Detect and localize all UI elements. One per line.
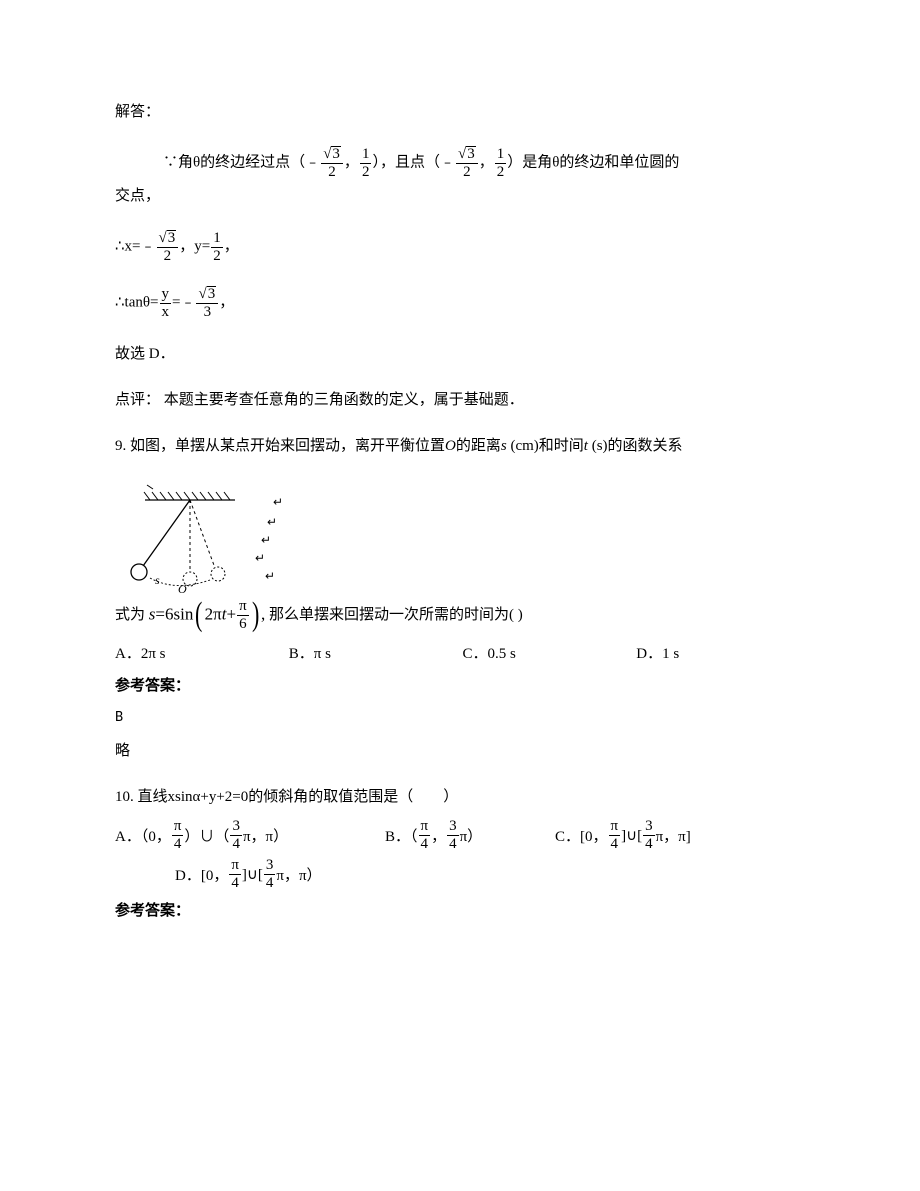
frac-sqrt3-2-a: 32 (321, 146, 343, 180)
solution-line3: ∴tanθ=yx=﹣33， (115, 286, 810, 320)
q9-optA[interactable]: A．2π s (115, 642, 285, 666)
svg-text:↵: ↵ (255, 551, 265, 565)
frac-y-x: yx (160, 287, 172, 320)
q9-options: A．2π s B．π s C．0.5 s D．1 s (115, 642, 810, 666)
svg-text:s: s (155, 573, 160, 587)
frac-sqrt3-3: 33 (196, 286, 218, 320)
svg-text:↵: ↵ (261, 533, 271, 547)
sol-l3c: ， (219, 294, 234, 310)
frac-sqrt3-2-b: 32 (456, 146, 478, 180)
q9-formula-line: 式为 s=6sin(2πt+π6), 那么单摆来回摆动一次所需的时间为( ) (115, 599, 810, 632)
sol-l2b: ，y= (179, 238, 210, 254)
q10-optB[interactable]: B．（π4，34π） (385, 819, 555, 852)
svg-text:↵: ↵ (265, 569, 275, 583)
q9-formula-prefix: 式为 (115, 607, 145, 623)
q10-options-row2: D．[0，π4]∪[34π，π） (115, 858, 810, 891)
frac-sqrt3-2-c: 32 (157, 230, 179, 264)
q9-stem-b: 的距离 (456, 438, 501, 454)
sol-l1a: ∵角θ的终边经过点（﹣ (163, 154, 320, 170)
solution-heading: 解答： (115, 100, 810, 124)
q10-answer-label: 参考答案： (115, 899, 810, 920)
q9-stem5: 那么单摆来回摆动一次所需的时间为( ) (269, 607, 523, 623)
q10-optD[interactable]: D．[0，π4]∪[34π，π） (175, 858, 322, 891)
q10-options-row1: A．（0，π4）∪（34π，π） B．（π4，34π） C．[0，π4]∪[34… (115, 819, 810, 852)
sol-l2a: ∴x=﹣ (115, 238, 156, 254)
q9-stem-a: 如图，单摆从某点开始来回摆动，离开平衡位置 (130, 438, 445, 454)
frac-1-2-c: 12 (211, 231, 223, 264)
solution-line2: ∴x=﹣32，y=12， (115, 230, 810, 264)
svg-text:↵: ↵ (273, 495, 283, 509)
q9-answer: B (115, 705, 810, 729)
solution-line1: ∵角θ的终边经过点（﹣32，12），且点（﹣32，12）是角θ的终边和单位圆的 (115, 146, 810, 180)
sol-l1b: ， (344, 154, 359, 170)
svg-text:O: O (178, 582, 187, 595)
sol-l1e: ）是角θ的终边和单位圆的 (507, 154, 679, 170)
q9-stem: 9. 如图，单摆从某点开始来回摆动，离开平衡位置O的距离s (cm)和时间t (… (115, 434, 810, 458)
q10-optA[interactable]: A．（0，π4）∪（34π，π） (115, 819, 385, 852)
q10-stem: 10. 直线xsinα+y+2=0的倾斜角的取值范围是（ ） (115, 785, 810, 809)
q9-answer-note: 略 (115, 739, 810, 763)
q9-stem-d: (s)的函数关系 (588, 438, 683, 454)
q10-stem-text: 直线xsinα+y+2=0的倾斜角的取值范围是（ ） (138, 789, 459, 805)
q9-O: O (445, 438, 456, 454)
q9-num: 9. (115, 438, 130, 454)
q9-optB[interactable]: B．π s (289, 642, 459, 666)
frac-1-2-b: 12 (495, 147, 507, 180)
q9-optC[interactable]: C．0.5 s (463, 642, 633, 666)
frac-1-2-a: 12 (360, 147, 372, 180)
sol-l3b: =﹣ (172, 294, 195, 310)
q9-stem-c: (cm)和时间 (507, 438, 584, 454)
solution-comment: 点评： 本题主要考查任意角的三角函数的定义，属于基础题． (115, 388, 810, 412)
q9-formula: s=6sin(2πt+π6), (149, 599, 265, 632)
q9-optD[interactable]: D．1 s (636, 642, 679, 666)
pendulum-figure: s O ↵ ↵ ↵ ↵ ↵ (115, 480, 295, 595)
comment-text: 本题主要考查任意角的三角函数的定义，属于基础题． (164, 392, 524, 408)
sol-l2c: ， (224, 238, 239, 254)
solution-line4: 故选 D． (115, 342, 810, 366)
comment-label: 点评： (115, 392, 160, 408)
svg-text:↵: ↵ (267, 515, 277, 529)
sol-l1c: ），且点（﹣ (372, 154, 455, 170)
sol-l1d: ， (479, 154, 494, 170)
solution-line1f: 交点， (115, 184, 810, 208)
page-root: 解答： ∵角θ的终边经过点（﹣32，12），且点（﹣32，12）是角θ的终边和单… (0, 0, 920, 990)
q9-answer-label: 参考答案： (115, 674, 810, 695)
q10-num: 10. (115, 789, 138, 805)
sol-l3a: ∴tanθ= (115, 294, 159, 310)
q10-optC[interactable]: C．[0，π4]∪[34π，π] (555, 819, 691, 852)
